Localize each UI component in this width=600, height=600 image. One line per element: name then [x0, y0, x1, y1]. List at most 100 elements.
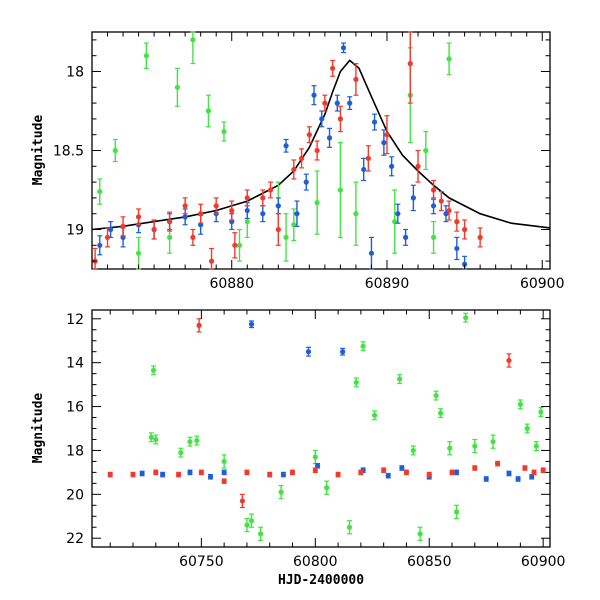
data-point-red	[454, 211, 460, 232]
data-point-red	[335, 471, 341, 478]
data-point-blue	[389, 156, 395, 177]
data-point-green	[312, 449, 318, 465]
x-tick-label: 60900	[520, 276, 565, 292]
data-point-green	[433, 390, 439, 401]
data-point-green	[150, 365, 157, 376]
data-point-blue	[347, 96, 353, 111]
data-point-red	[462, 219, 468, 240]
data-point-blue	[340, 42, 347, 54]
y-tick-label: 18	[66, 65, 84, 81]
x-tick-label: 60880	[209, 276, 254, 292]
data-point-red	[239, 493, 245, 509]
top-axis-frame	[91, 31, 551, 270]
data-point-blue	[275, 197, 281, 215]
bottom-x-axis-label: HJD-2400000	[278, 573, 364, 588]
data-point-red	[135, 208, 142, 226]
data-point-green	[194, 435, 200, 446]
data-point-red	[120, 216, 126, 237]
data-point-blue	[453, 469, 460, 476]
y-tick-label: 18	[66, 443, 84, 459]
data-point-green	[438, 408, 444, 419]
data-point-red	[275, 213, 281, 246]
data-point-green	[178, 447, 184, 458]
data-point-green	[135, 236, 142, 270]
data-point-green	[353, 181, 359, 246]
y-tick-label: 14	[66, 356, 84, 372]
data-point-red	[358, 469, 364, 476]
data-point-red	[229, 200, 235, 221]
y-tick-label: 19	[66, 223, 84, 239]
data-point-blue	[334, 94, 340, 112]
data-point-green	[417, 526, 423, 542]
data-point-blue	[187, 469, 193, 476]
data-point-green	[423, 130, 429, 171]
data-point-green	[314, 170, 320, 235]
data-point-red	[540, 467, 546, 473]
data-point-green	[392, 189, 398, 254]
data-point-blue	[314, 463, 321, 469]
data-point-red	[426, 471, 432, 478]
data-point-red	[175, 471, 182, 478]
data-point-green	[337, 142, 344, 238]
data-point-red	[92, 247, 98, 270]
data-point-blue	[340, 347, 346, 356]
x-tick-label: 60750	[179, 554, 224, 570]
data-point-red	[196, 318, 202, 333]
y-tick-label: 22	[66, 531, 84, 547]
data-point-blue	[403, 228, 409, 246]
data-point-blue	[381, 129, 387, 156]
data-point-blue	[139, 470, 145, 477]
data-point-green	[371, 410, 378, 421]
data-point-red	[244, 469, 250, 476]
data-point-blue	[529, 473, 535, 480]
data-point-red	[337, 105, 344, 133]
data-point-red	[330, 59, 336, 77]
bottom-series-green	[148, 312, 544, 542]
data-point-blue	[395, 203, 401, 224]
data-point-red	[107, 471, 113, 478]
top-y-ticks: 18 18.5 19	[53, 39, 550, 262]
data-point-green	[187, 436, 193, 447]
data-point-green	[538, 407, 544, 418]
data-point-red	[232, 232, 238, 259]
data-point-green	[248, 513, 255, 528]
data-point-red	[289, 469, 296, 476]
data-point-red	[531, 469, 537, 476]
top-series-blue	[97, 42, 468, 270]
x-tick-label: 60850	[407, 554, 452, 570]
data-point-red	[312, 467, 318, 473]
data-point-blue	[483, 476, 489, 482]
data-point-green	[517, 399, 523, 410]
data-point-green	[472, 438, 478, 454]
data-point-red	[167, 211, 173, 232]
data-point-red	[306, 126, 312, 144]
data-point-red	[494, 460, 501, 467]
data-point-green	[221, 454, 227, 469]
y-tick-label: 18.5	[53, 144, 84, 160]
data-point-blue	[221, 469, 227, 476]
bottom-series-red	[107, 318, 546, 509]
data-point-blue	[97, 235, 103, 256]
data-point-red	[182, 197, 188, 215]
data-point-green	[447, 441, 453, 456]
data-point-green	[221, 121, 227, 142]
x-tick-label: 60800	[293, 554, 338, 570]
top-model-curve	[91, 59, 551, 231]
data-point-green	[463, 312, 469, 323]
data-point-red	[130, 471, 136, 478]
data-point-green	[153, 434, 159, 445]
data-point-green	[205, 94, 212, 128]
data-point-red	[190, 228, 196, 246]
y-tick-label: 20	[66, 487, 84, 503]
data-point-red	[506, 353, 512, 368]
data-point-red	[267, 181, 274, 199]
data-point-red	[449, 469, 455, 476]
data-point-blue	[385, 472, 391, 479]
data-point-red	[477, 227, 483, 248]
bottom-panel: 60750 60800 60850 60900 12 14 16 18 20 22 Magnit…	[31, 309, 565, 588]
data-point-green	[174, 67, 180, 107]
data-point-red	[365, 145, 371, 172]
data-point-green	[283, 213, 289, 262]
data-point-red	[198, 469, 204, 476]
data-point-blue	[368, 236, 375, 270]
